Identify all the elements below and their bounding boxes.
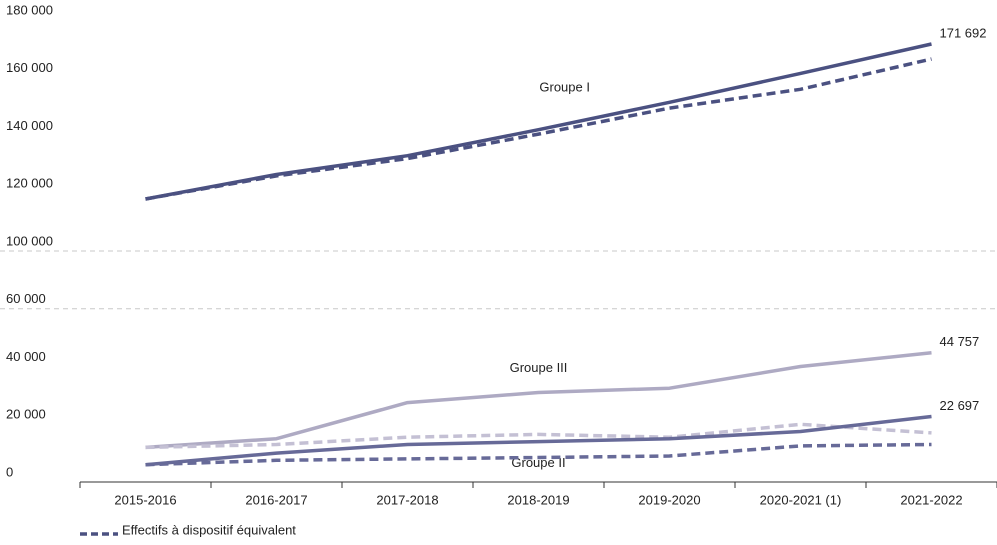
y-tick-label: 40 000	[6, 349, 46, 364]
y-tick-label: 180 000	[6, 2, 53, 17]
x-tick-label: 2016-2017	[245, 492, 307, 507]
y-tick-label: 140 000	[6, 118, 53, 133]
x-tick-label: 2020-2021 (1)	[760, 492, 842, 507]
y-tick-label: 100 000	[6, 233, 53, 248]
dashed-line	[145, 442, 932, 467]
x-tick-label: 2017-2018	[376, 492, 438, 507]
x-tick-label: 2015-2016	[114, 492, 176, 507]
x-tick-label: 2021-2022	[900, 492, 962, 507]
dashed-line	[145, 422, 932, 450]
value-label: 22 697	[940, 398, 980, 413]
x-tick-label: 2018-2019	[507, 492, 569, 507]
y-tick-label: 60 000	[6, 291, 46, 306]
legend-label: Effectifs à dispositif équivalent	[122, 522, 296, 537]
y-tick-label: 120 000	[6, 176, 53, 191]
y-tick-label: 160 000	[6, 60, 53, 75]
value-label: 171 692	[940, 25, 987, 40]
line	[145, 414, 932, 467]
value-label: 44 757	[940, 334, 980, 349]
y-tick-label: 20 000	[6, 407, 46, 422]
series-label: Groupe I	[539, 80, 590, 95]
dashed-line	[145, 57, 932, 201]
line	[145, 42, 932, 201]
x-tick-label: 2019-2020	[638, 492, 700, 507]
series-label: Groupe III	[510, 360, 568, 375]
y-tick-label: 0	[6, 464, 13, 479]
line	[145, 351, 932, 450]
